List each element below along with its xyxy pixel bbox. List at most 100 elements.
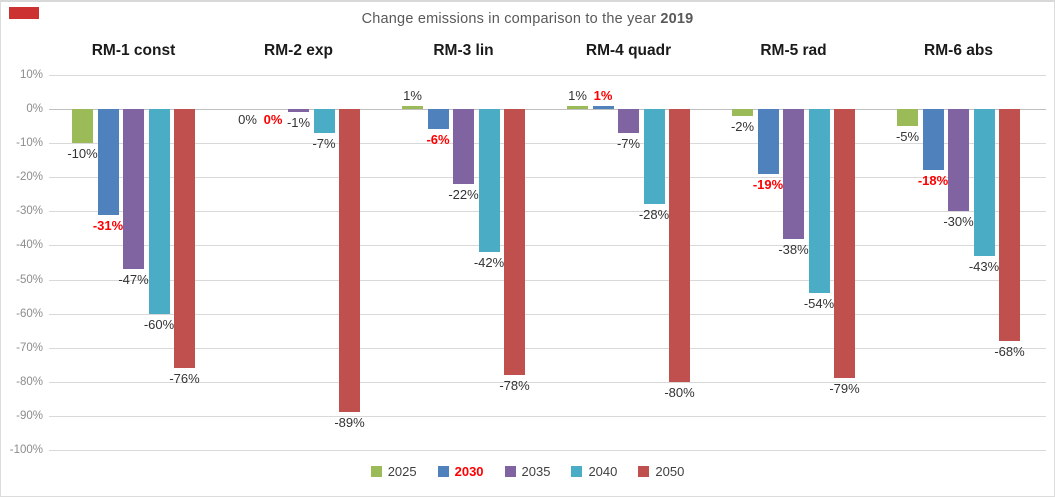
- y-axis-tick-label: -70%: [16, 341, 43, 354]
- legend-label: 2030: [454, 464, 484, 479]
- legend-label: 2025: [387, 464, 417, 479]
- y-axis-tick-label: -100%: [9, 444, 43, 456]
- bar-2040-rm-1: [148, 109, 170, 314]
- data-label: -43%: [968, 258, 1000, 274]
- y-axis-tick-label: -80%: [16, 375, 43, 388]
- data-label: -18%: [917, 173, 949, 189]
- zero-gridline: [49, 109, 1046, 110]
- y-axis-tick-label: -20%: [16, 171, 43, 184]
- data-label: -30%: [943, 214, 974, 230]
- legend-swatch-icon: [638, 466, 650, 477]
- chart-title-text: Change emissions in comparison to the ye…: [361, 11, 661, 27]
- bar-2035-rm-3: [453, 109, 474, 185]
- data-label: -7%: [616, 135, 641, 151]
- group-header-rm-5-rad: RM-5 rad: [760, 42, 827, 59]
- gridline: [49, 211, 1046, 213]
- group-header-rm-3-lin: RM-3 lin: [433, 42, 494, 59]
- data-label: -79%: [829, 381, 860, 397]
- data-label: -42%: [473, 255, 505, 271]
- data-label: 0%: [263, 112, 283, 127]
- data-label: -38%: [778, 241, 809, 257]
- data-label: 0%: [238, 112, 257, 127]
- data-label: 1%: [403, 87, 422, 103]
- bar-2040-rm-2: [313, 109, 335, 133]
- bar-2030-rm-1: [97, 109, 119, 215]
- data-label: -5%: [895, 129, 920, 145]
- y-axis-tick-label: 0%: [26, 103, 43, 115]
- data-label: -22%: [448, 187, 479, 203]
- data-label: -1%: [286, 115, 311, 131]
- legend-swatch-icon: [370, 466, 382, 477]
- gridline: [49, 347, 1046, 349]
- bar-2025-rm-5: [732, 109, 753, 116]
- gridline: [49, 415, 1046, 417]
- y-axis-tick-label: -40%: [16, 239, 43, 252]
- legend-item-2050: 2050: [638, 464, 684, 479]
- bar-2040-rm-3: [478, 109, 500, 253]
- legend-swatch-icon: [571, 466, 583, 477]
- bar-2035-rm-2: [288, 109, 309, 113]
- bar-2025-rm-1: [72, 109, 93, 144]
- data-label: -10%: [67, 146, 98, 162]
- data-label: -47%: [118, 272, 149, 288]
- bar-2050-rm-5: [834, 109, 855, 379]
- gridline: [49, 245, 1046, 247]
- legend: 2025 2030 2035 2040 2050: [1, 464, 1054, 479]
- bar-2025-rm-4: [567, 105, 588, 109]
- data-label: 1%: [568, 87, 587, 103]
- group-header-rm-2-exp: RM-2 exp: [264, 42, 333, 59]
- legend-item-2025: 2025: [370, 464, 417, 479]
- bar-2040-rm-5: [808, 109, 830, 294]
- bar-2050-rm-6: [999, 109, 1020, 341]
- gridline: [49, 177, 1046, 179]
- chart-title: Change emissions in comparison to the ye…: [1, 11, 1054, 27]
- bar-2050-rm-3: [504, 109, 525, 375]
- data-label: -2%: [730, 118, 755, 134]
- bar-2050-rm-2: [339, 109, 360, 413]
- group-header-rm-4-quadr: RM-4 quadr: [585, 42, 672, 59]
- y-axis-tick-label: -30%: [16, 205, 43, 218]
- gridline: [49, 279, 1046, 281]
- bar-2040-rm-4: [643, 109, 665, 205]
- legend-swatch-icon: [437, 466, 449, 477]
- y-axis-tick-label: -60%: [16, 307, 43, 320]
- bar-2030-rm-4: [592, 105, 614, 109]
- bar-2035-rm-4: [618, 109, 639, 133]
- gridline: [49, 313, 1046, 315]
- legend-item-2040: 2040: [571, 464, 617, 479]
- bar-2030-rm-6: [922, 109, 944, 171]
- bar-2035-rm-1: [123, 109, 144, 270]
- data-label: -68%: [994, 343, 1025, 359]
- legend-item-2030: 2030: [437, 464, 484, 479]
- y-axis-tick-label: -90%: [16, 409, 43, 422]
- chart-title-year: 2019: [660, 11, 694, 27]
- y-axis-tick-label: -50%: [16, 273, 43, 286]
- bar-2050-rm-1: [174, 109, 195, 369]
- legend-label: 2040: [588, 464, 618, 479]
- data-label: -19%: [752, 176, 784, 192]
- data-label: -28%: [638, 207, 670, 223]
- legend-label: 2035: [521, 464, 551, 479]
- data-label: -60%: [143, 316, 175, 332]
- data-label: -76%: [169, 371, 200, 387]
- bar-2040-rm-6: [973, 109, 995, 256]
- data-label: -7%: [312, 135, 336, 151]
- data-label: -54%: [803, 296, 835, 312]
- red-marker: [9, 7, 39, 19]
- bar-2025-rm-3: [402, 105, 423, 109]
- y-axis-tick-label: -10%: [16, 137, 43, 150]
- legend-swatch-icon: [504, 466, 516, 477]
- data-label: -89%: [334, 415, 365, 431]
- bar-2030-rm-3: [427, 109, 449, 130]
- data-label: 1%: [593, 87, 613, 103]
- bar-2035-rm-6: [948, 109, 969, 212]
- legend-item-2035: 2035: [504, 464, 551, 479]
- gridline: [49, 381, 1046, 383]
- data-label: -31%: [92, 217, 124, 233]
- gridline: [49, 143, 1046, 145]
- data-label: -6%: [426, 132, 450, 148]
- bar-2035-rm-5: [783, 109, 804, 239]
- gridline: [49, 74, 1046, 76]
- data-label: -80%: [664, 384, 695, 400]
